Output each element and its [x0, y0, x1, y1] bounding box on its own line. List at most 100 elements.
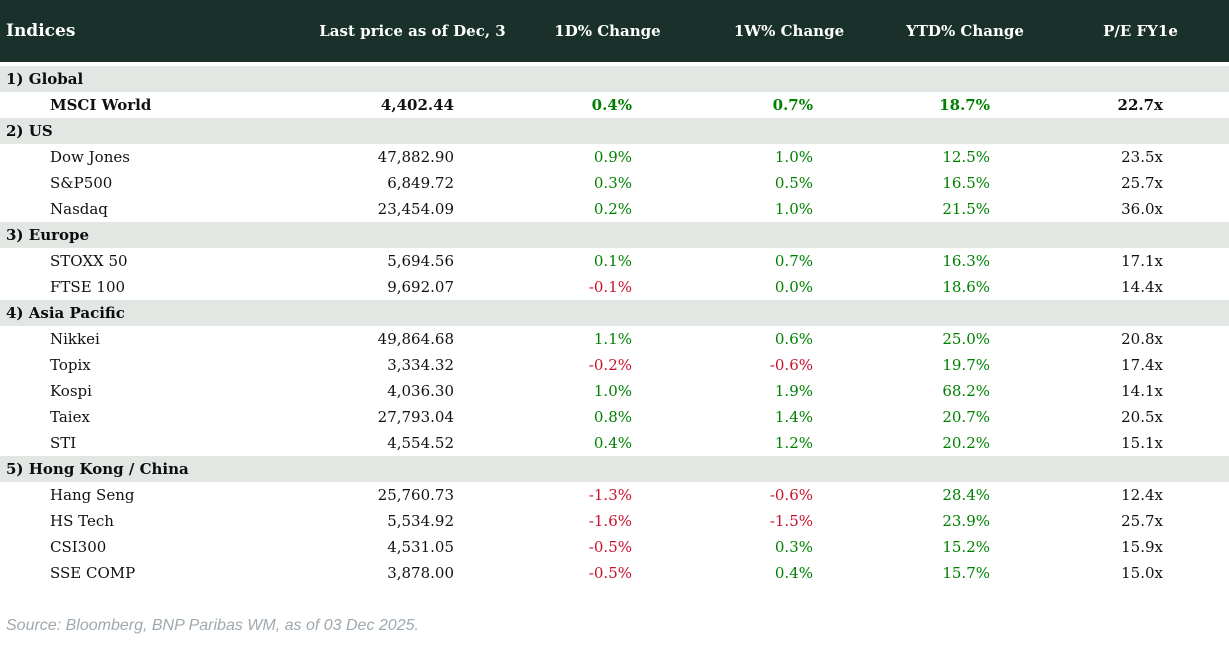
change-ytd: 16.3%	[878, 248, 1052, 274]
last-price: 4,531.05	[310, 534, 515, 560]
change-1w: 1.0%	[700, 196, 878, 222]
index-name: Taiex	[0, 404, 310, 430]
index-row: STI 4,554.52 0.4% 1.2% 20.2% 15.1x	[0, 430, 1229, 456]
column-header-ytd-change: YTD% Change	[878, 0, 1052, 66]
change-1w: -1.5%	[700, 508, 878, 534]
pe-fy1e: 17.1x	[1052, 248, 1229, 274]
change-1d: 0.2%	[515, 196, 700, 222]
change-ytd: 28.4%	[878, 482, 1052, 508]
change-1w: 1.2%	[700, 430, 878, 456]
change-ytd: 18.6%	[878, 274, 1052, 300]
last-price: 4,402.44	[310, 92, 515, 118]
change-1d: -0.1%	[515, 274, 700, 300]
index-name: Nikkei	[0, 326, 310, 352]
pe-fy1e: 20.8x	[1052, 326, 1229, 352]
last-price: 47,882.90	[310, 144, 515, 170]
last-price: 4,036.30	[310, 378, 515, 404]
section-label: 3) Europe	[0, 222, 1229, 248]
index-name: MSCI World	[0, 92, 310, 118]
change-1w: 1.0%	[700, 144, 878, 170]
last-price: 5,694.56	[310, 248, 515, 274]
pe-fy1e: 22.7x	[1052, 92, 1229, 118]
index-row: STOXX 50 5,694.56 0.1% 0.7% 16.3% 17.1x	[0, 248, 1229, 274]
pe-fy1e: 36.0x	[1052, 196, 1229, 222]
change-1d: 0.4%	[515, 430, 700, 456]
change-1w: 0.3%	[700, 534, 878, 560]
section-label: 4) Asia Pacific	[0, 300, 1229, 326]
pe-fy1e: 15.1x	[1052, 430, 1229, 456]
change-1w: 0.4%	[700, 560, 878, 586]
pe-fy1e: 15.0x	[1052, 560, 1229, 586]
section-row: 4) Asia Pacific	[0, 300, 1229, 326]
change-1d: -0.5%	[515, 560, 700, 586]
change-1w: 1.9%	[700, 378, 878, 404]
index-row: Dow Jones 47,882.90 0.9% 1.0% 12.5% 23.5x	[0, 144, 1229, 170]
index-name: Topix	[0, 352, 310, 378]
change-ytd: 68.2%	[878, 378, 1052, 404]
change-ytd: 19.7%	[878, 352, 1052, 378]
section-label: 1) Global	[0, 64, 1229, 92]
index-row: Nikkei 49,864.68 1.1% 0.6% 25.0% 20.8x	[0, 326, 1229, 352]
change-1w: -0.6%	[700, 482, 878, 508]
change-ytd: 23.9%	[878, 508, 1052, 534]
index-name: Hang Seng	[0, 482, 310, 508]
index-row: Topix 3,334.32 -0.2% -0.6% 19.7% 17.4x	[0, 352, 1229, 378]
change-1w: 0.6%	[700, 326, 878, 352]
pe-fy1e: 12.4x	[1052, 482, 1229, 508]
column-header-1d-change: 1D% Change	[515, 0, 700, 66]
change-1w: -0.6%	[700, 352, 878, 378]
change-ytd: 12.5%	[878, 144, 1052, 170]
pe-fy1e: 23.5x	[1052, 144, 1229, 170]
market-indices-panel: Indices Last price as of Dec, 3 1D% Chan…	[0, 0, 1229, 634]
index-row: Hang Seng 25,760.73 -1.3% -0.6% 28.4% 12.4x	[0, 482, 1229, 508]
index-row: MSCI World 4,402.44 0.4% 0.7% 18.7% 22.7x	[0, 92, 1229, 118]
change-ytd: 20.2%	[878, 430, 1052, 456]
change-1d: 0.9%	[515, 144, 700, 170]
last-price: 49,864.68	[310, 326, 515, 352]
index-row: Kospi 4,036.30 1.0% 1.9% 68.2% 14.1x	[0, 378, 1229, 404]
pe-fy1e: 15.9x	[1052, 534, 1229, 560]
column-header-pe-fy1e: P/E FY1e	[1052, 0, 1229, 66]
column-header-last-price: Last price as of Dec, 3	[310, 0, 515, 66]
index-name: Dow Jones	[0, 144, 310, 170]
last-price: 27,793.04	[310, 404, 515, 430]
change-1d: 0.1%	[515, 248, 700, 274]
change-1d: -0.2%	[515, 352, 700, 378]
column-header-indices: Indices	[0, 0, 310, 66]
change-ytd: 20.7%	[878, 404, 1052, 430]
last-price: 23,454.09	[310, 196, 515, 222]
pe-fy1e: 25.7x	[1052, 508, 1229, 534]
section-row: 3) Europe	[0, 222, 1229, 248]
section-label: 5) Hong Kong / China	[0, 456, 1229, 482]
indices-table: Indices Last price as of Dec, 3 1D% Chan…	[0, 0, 1229, 586]
last-price: 4,554.52	[310, 430, 515, 456]
index-row: HS Tech 5,534.92 -1.6% -1.5% 23.9% 25.7x	[0, 508, 1229, 534]
change-1w: 0.7%	[700, 92, 878, 118]
pe-fy1e: 25.7x	[1052, 170, 1229, 196]
index-row: CSI300 4,531.05 -0.5% 0.3% 15.2% 15.9x	[0, 534, 1229, 560]
pe-fy1e: 14.4x	[1052, 274, 1229, 300]
change-ytd: 16.5%	[878, 170, 1052, 196]
change-1d: -0.5%	[515, 534, 700, 560]
index-name: S&P500	[0, 170, 310, 196]
index-row: Nasdaq 23,454.09 0.2% 1.0% 21.5% 36.0x	[0, 196, 1229, 222]
change-1d: -1.3%	[515, 482, 700, 508]
index-row: S&P500 6,849.72 0.3% 0.5% 16.5% 25.7x	[0, 170, 1229, 196]
pe-fy1e: 20.5x	[1052, 404, 1229, 430]
section-label: 2) US	[0, 118, 1229, 144]
change-ytd: 21.5%	[878, 196, 1052, 222]
index-name: Kospi	[0, 378, 310, 404]
change-1d: 0.4%	[515, 92, 700, 118]
change-1d: 1.0%	[515, 378, 700, 404]
change-1d: 0.8%	[515, 404, 700, 430]
change-ytd: 18.7%	[878, 92, 1052, 118]
index-name: SSE COMP	[0, 560, 310, 586]
last-price: 3,334.32	[310, 352, 515, 378]
pe-fy1e: 17.4x	[1052, 352, 1229, 378]
last-price: 25,760.73	[310, 482, 515, 508]
change-ytd: 15.7%	[878, 560, 1052, 586]
index-row: Taiex 27,793.04 0.8% 1.4% 20.7% 20.5x	[0, 404, 1229, 430]
section-row: 5) Hong Kong / China	[0, 456, 1229, 482]
index-name: STI	[0, 430, 310, 456]
pe-fy1e: 14.1x	[1052, 378, 1229, 404]
